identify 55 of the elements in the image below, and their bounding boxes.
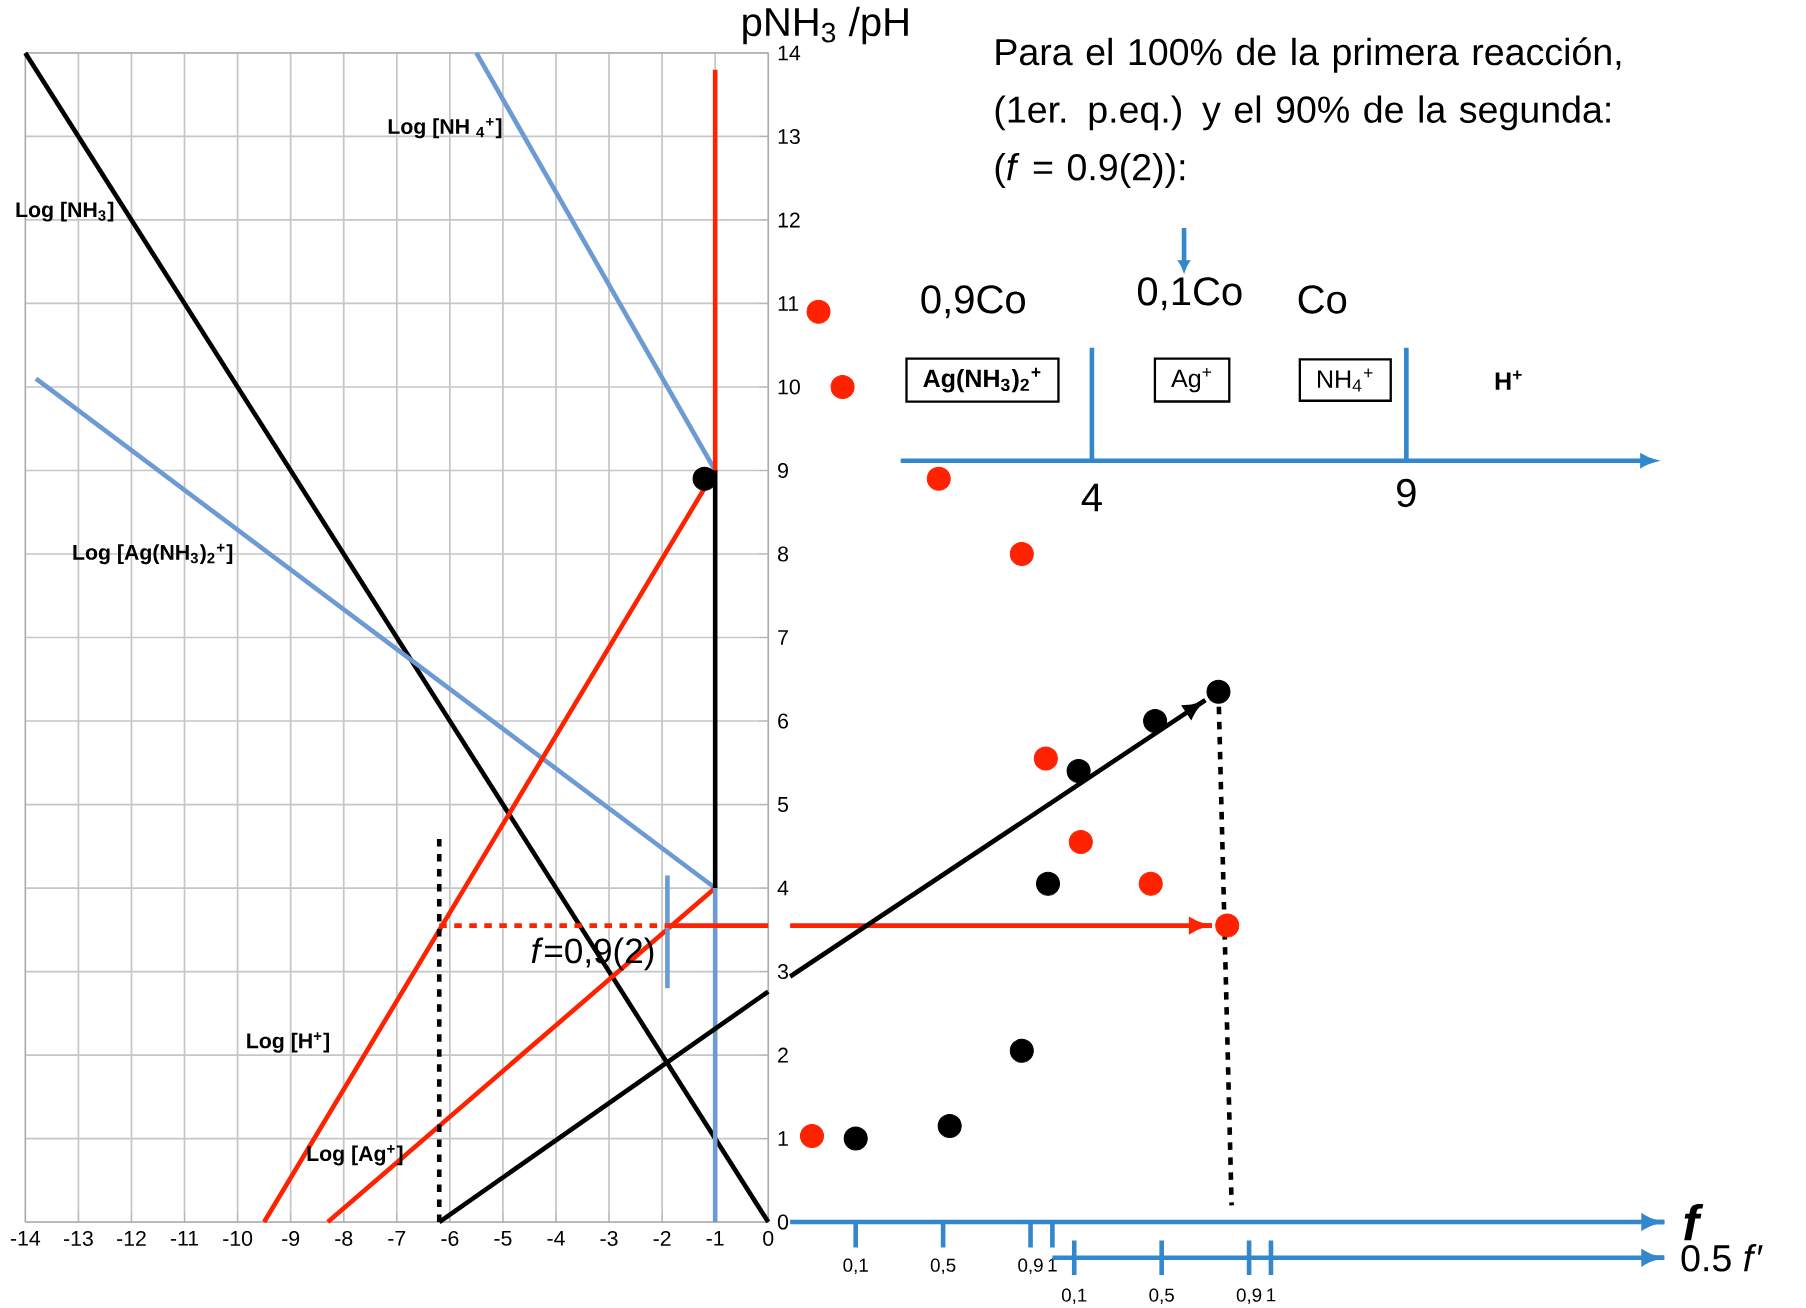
series-label: Log [Ag(NH$_{3}$)$_{2}$$^{+}$] <box>73 543 233 564</box>
x-tick-label: -12 <box>117 1230 146 1246</box>
x-tick-label: -2 <box>653 1230 671 1246</box>
y-axis-title: pNH$_{3}$ /pH <box>743 6 908 44</box>
annotation: Ag(NH$_{3}$)$_{2}$+ <box>923 367 1041 393</box>
y-tick-label: 1 <box>778 1131 788 1146</box>
x-tick-label: -9 <box>282 1230 300 1246</box>
x-tick-label: -13 <box>63 1230 93 1246</box>
series-label: Log [H$^{+}$] <box>247 1032 330 1053</box>
annotation: 0,1Co <box>1137 276 1242 311</box>
y-tick-label: 3 <box>777 963 789 979</box>
x-tick-label: 0,1 <box>843 1258 868 1274</box>
y-tick-label: 9 <box>778 462 788 478</box>
x2-axis-title: 0.5 f′ <box>1681 1243 1763 1272</box>
x2-tick-label: 1 <box>1267 1288 1276 1302</box>
series-label: Log [NH $_{4}$$^{+}$] <box>388 117 502 139</box>
annotation: Co <box>1298 285 1347 314</box>
y-tick-label: 0 <box>777 1214 789 1230</box>
y-tick-label: 2 <box>778 1047 788 1063</box>
y-tick-label: 12 <box>778 212 800 228</box>
x2-tick-label: 0,5 <box>1149 1288 1174 1304</box>
x-tick-label: 0,5 <box>930 1258 956 1274</box>
x-tick-label: -11 <box>170 1230 199 1246</box>
y-tick-label: 13 <box>778 128 800 144</box>
text: Para el 100% de la primera reacción, (1er. p.eq.) y el 90% de la segunda: (f = 0.9(2)): <box>995 37 1621 188</box>
x2-tick-label: 0,1 <box>1061 1288 1087 1304</box>
x-tick-label: -8 <box>335 1230 353 1246</box>
x-tick-label: -6 <box>441 1230 459 1246</box>
y-tick-label: 14 <box>778 45 801 61</box>
annotation: H$^{+}$ <box>1495 370 1522 390</box>
x-tick-label: -14 <box>10 1230 41 1246</box>
x-tick-label: -1 <box>706 1230 724 1246</box>
x-tick-label: 1 <box>1048 1258 1057 1272</box>
series-label: Log [NH$_{3}$] <box>16 201 114 222</box>
x2-tick-label: 0,9 <box>1236 1288 1262 1304</box>
x-tick-label: 0 <box>763 1230 774 1246</box>
annotation: 0,9Co <box>921 285 1025 319</box>
annotation: 9 <box>1397 478 1416 507</box>
x-tick-label: -5 <box>494 1230 512 1246</box>
x-tick-label: -4 <box>547 1230 565 1246</box>
y-tick-label: 6 <box>778 713 789 729</box>
y-tick-label: 8 <box>778 546 789 562</box>
x-tick-label: -10 <box>223 1230 253 1246</box>
y-tick-label: 4 <box>777 880 789 896</box>
annotation: 4 <box>1081 483 1102 512</box>
y-tick-label: 10 <box>778 379 800 395</box>
annotation: Ag$^{+}$ <box>1171 367 1212 393</box>
y-tick-label: 11 <box>778 295 799 311</box>
x-axis-title: f <box>1684 1203 1704 1240</box>
x-tick-label: -7 <box>388 1230 406 1246</box>
y-tick-label: 5 <box>777 796 789 812</box>
y-tick-label: 7 <box>778 629 788 645</box>
x-tick-label: -3 <box>600 1230 618 1246</box>
annotation: NH$_{4}$+ <box>1318 368 1373 392</box>
x-tick-label: 0,9 <box>1018 1258 1043 1274</box>
